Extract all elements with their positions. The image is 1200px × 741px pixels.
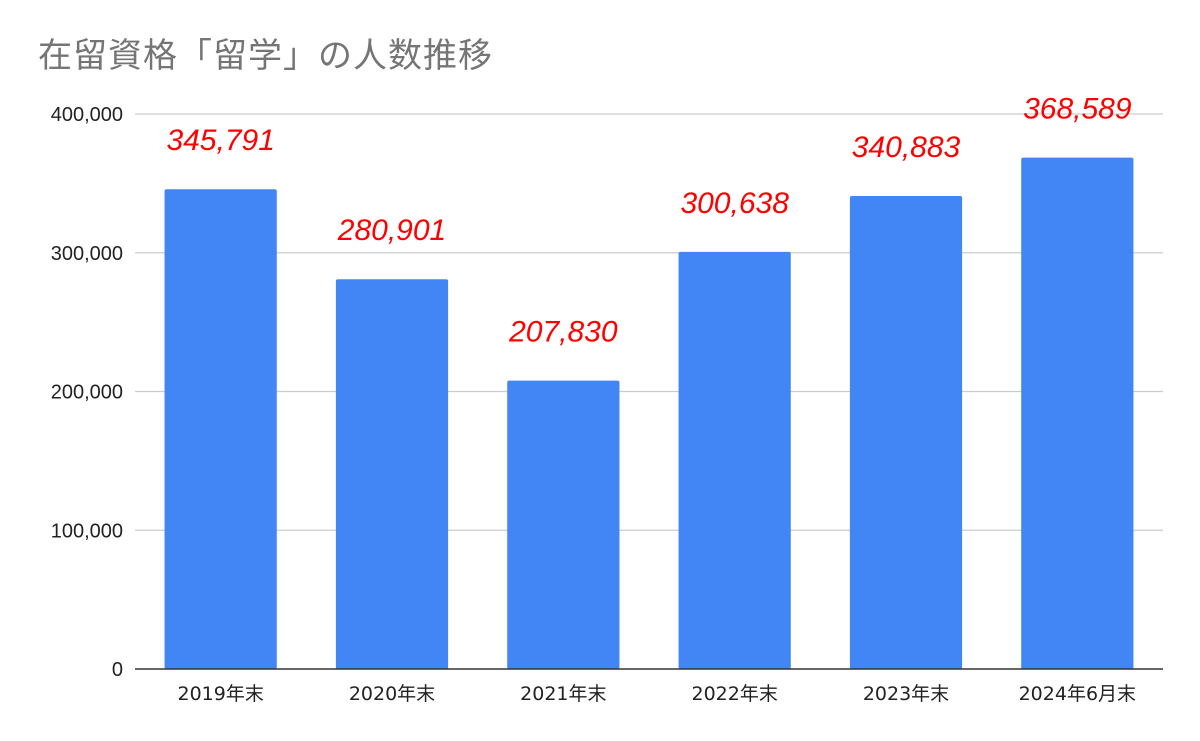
bar <box>1021 157 1134 669</box>
bars <box>164 157 1134 670</box>
chart-title: 在留資格「留学」の人数推移 <box>38 36 493 76</box>
data-label: 345,791 <box>166 124 274 157</box>
bar <box>507 380 620 669</box>
y-tick-label: 400,000 <box>51 104 123 126</box>
y-tick-label: 100,000 <box>51 520 123 542</box>
data-label: 368,589 <box>1023 93 1132 126</box>
y-tick-label: 0 <box>112 659 123 681</box>
x-tick-label: 2019年末 <box>177 683 263 705</box>
data-label: 340,883 <box>852 131 961 164</box>
x-tick-label: 2020年末 <box>349 683 435 705</box>
bar <box>849 196 963 669</box>
axes: 0 100,000 200,000 300,000 400,000 2019年末 2020年… <box>51 104 1163 705</box>
x-tick-label: 2021年末 <box>520 683 606 705</box>
bar <box>678 251 791 669</box>
y-tick-label: 300,000 <box>51 243 123 265</box>
x-tick-label: 2024年6月末 <box>1019 683 1136 705</box>
x-tick-label: 2023年末 <box>863 683 949 705</box>
x-tick-label: 2022年末 <box>691 683 777 705</box>
bar <box>335 279 449 669</box>
gridlines <box>135 113 1163 531</box>
data-label: 280,901 <box>337 214 446 247</box>
labels: 345,791 280,901 207,830 300,638 340,883 368,5… <box>166 93 1131 349</box>
bar <box>164 189 277 670</box>
data-label: 207,830 <box>508 316 618 349</box>
y-tick-label: 200,000 <box>51 382 123 404</box>
data-label: 300,638 <box>680 187 789 220</box>
